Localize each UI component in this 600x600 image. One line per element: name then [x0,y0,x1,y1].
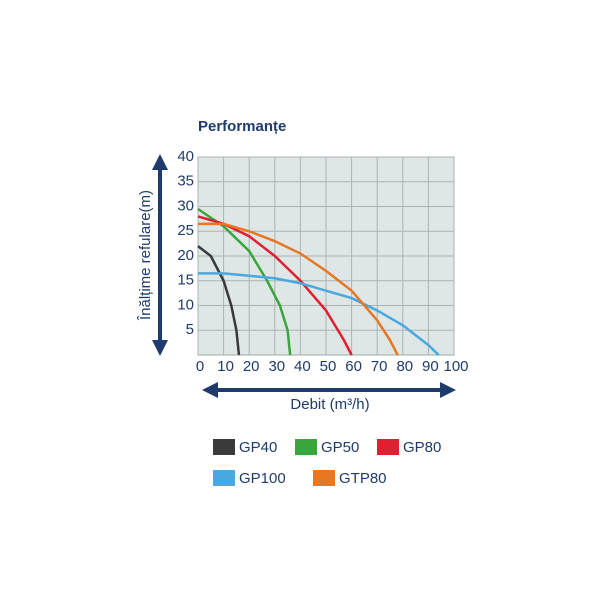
y-tick-label: 25 [177,222,194,239]
chart-title: Performanțe [198,118,286,135]
y-tick-label: 15 [177,272,194,289]
y-tick-label: 30 [177,197,194,214]
x-tick-label: 30 [268,358,285,375]
curve [197,207,292,356]
x-tick-label: 0 [196,358,204,375]
legend-label: GTP80 [339,470,387,487]
legend-swatch [213,439,235,455]
x-axis-label: Debit (m³/h) [290,396,369,413]
curve [197,245,241,356]
legend-label: GP100 [239,470,286,487]
curve [198,272,440,356]
y-tick-label: 5 [186,321,194,338]
curve [198,222,399,356]
y-tick-label: 35 [177,173,194,190]
x-tick-label: 90 [422,358,439,375]
y-tick-label: 20 [177,247,194,264]
x-tick-label: 60 [345,358,362,375]
x-tick-label: 70 [371,358,388,375]
y-tick-label: 40 [177,148,194,165]
y-tick-label: 10 [177,296,194,313]
x-tick-label: 10 [217,358,234,375]
legend-swatch [295,439,317,455]
legend-label: GP50 [321,439,359,456]
x-tick-label: 100 [443,358,468,375]
legend-label: GP40 [239,439,277,456]
x-tick-label: 80 [396,358,413,375]
legend-swatch [313,470,335,486]
x-tick-label: 20 [243,358,260,375]
x-tick-label: 40 [294,358,311,375]
x-tick-label: 50 [320,358,337,375]
legend-swatch [377,439,399,455]
legend-swatch [213,470,235,486]
y-axis-label: Înălțime refulare(m) [137,190,154,321]
legend-label: GP80 [403,439,441,456]
